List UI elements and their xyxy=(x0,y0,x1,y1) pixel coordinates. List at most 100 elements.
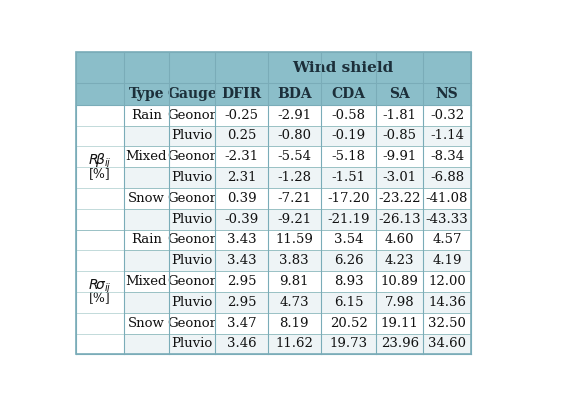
Text: 20.52: 20.52 xyxy=(329,317,367,330)
Bar xyxy=(268,146,321,167)
Text: 3.43: 3.43 xyxy=(227,254,256,267)
Text: Pluvio: Pluvio xyxy=(171,254,213,267)
Text: $R\!\sigma_{ij}$: $R\!\sigma_{ij}$ xyxy=(88,277,112,296)
Bar xyxy=(268,83,321,105)
Bar xyxy=(124,333,168,354)
Bar xyxy=(168,250,215,271)
Text: Snow: Snow xyxy=(128,192,164,205)
Text: Mixed: Mixed xyxy=(125,150,167,163)
Bar xyxy=(215,167,268,188)
Text: -0.85: -0.85 xyxy=(383,130,417,143)
Bar xyxy=(124,313,168,333)
Bar xyxy=(76,188,124,209)
Bar xyxy=(168,83,215,105)
Bar xyxy=(76,333,124,354)
Bar xyxy=(423,105,471,126)
Text: -5.18: -5.18 xyxy=(332,150,366,163)
Text: NS: NS xyxy=(436,87,458,101)
Bar xyxy=(321,188,377,209)
Text: Pluvio: Pluvio xyxy=(171,171,213,184)
Text: CDA: CDA xyxy=(332,87,366,101)
Text: Geonor: Geonor xyxy=(167,233,217,247)
Text: 23.96: 23.96 xyxy=(381,337,419,350)
Bar xyxy=(423,292,471,313)
Bar xyxy=(377,83,423,105)
Bar xyxy=(215,83,268,105)
Bar xyxy=(124,292,168,313)
Text: 0.25: 0.25 xyxy=(227,130,256,143)
Text: -3.01: -3.01 xyxy=(382,171,417,184)
Text: 4.23: 4.23 xyxy=(385,254,415,267)
Bar xyxy=(321,146,377,167)
Bar xyxy=(76,292,124,313)
Text: 3.46: 3.46 xyxy=(227,337,256,350)
Text: Geonor: Geonor xyxy=(167,109,217,122)
Text: -8.34: -8.34 xyxy=(430,150,464,163)
Bar xyxy=(76,271,124,292)
Text: -0.80: -0.80 xyxy=(277,130,311,143)
Text: 7.98: 7.98 xyxy=(385,296,415,309)
Text: $R\!\beta_{ij}$: $R\!\beta_{ij}$ xyxy=(88,152,112,171)
Bar xyxy=(168,209,215,230)
Text: Gauge: Gauge xyxy=(167,87,217,101)
Bar xyxy=(423,146,471,167)
Text: -0.19: -0.19 xyxy=(331,130,366,143)
Bar xyxy=(168,105,215,126)
Bar xyxy=(377,126,423,146)
Bar xyxy=(423,167,471,188)
Text: -0.58: -0.58 xyxy=(332,109,366,122)
Bar xyxy=(377,271,423,292)
Bar xyxy=(76,230,124,354)
Text: -23.22: -23.22 xyxy=(378,192,421,205)
Text: 32.50: 32.50 xyxy=(428,317,466,330)
Text: -1.81: -1.81 xyxy=(383,109,417,122)
Text: Pluvio: Pluvio xyxy=(171,130,213,143)
Text: -0.32: -0.32 xyxy=(430,109,464,122)
Bar xyxy=(124,250,168,271)
Bar xyxy=(321,83,377,105)
Bar xyxy=(76,230,124,250)
Bar xyxy=(124,209,168,230)
Bar xyxy=(377,313,423,333)
Bar xyxy=(321,126,377,146)
Bar xyxy=(215,126,268,146)
Bar xyxy=(423,230,471,250)
Bar xyxy=(215,230,268,250)
Bar xyxy=(321,230,377,250)
Bar xyxy=(168,167,215,188)
Bar xyxy=(76,53,471,354)
Bar xyxy=(215,209,268,230)
Text: 14.36: 14.36 xyxy=(428,296,466,309)
Bar xyxy=(168,126,215,146)
Bar xyxy=(268,313,321,333)
Text: -9.21: -9.21 xyxy=(277,213,312,226)
Text: -1.14: -1.14 xyxy=(430,130,464,143)
Bar xyxy=(377,146,423,167)
Text: 8.19: 8.19 xyxy=(279,317,309,330)
Text: -6.88: -6.88 xyxy=(430,171,464,184)
Bar xyxy=(268,230,321,250)
Bar xyxy=(377,250,423,271)
Text: -1.28: -1.28 xyxy=(277,171,311,184)
Text: 9.81: 9.81 xyxy=(279,275,309,288)
Bar xyxy=(124,271,168,292)
Bar xyxy=(423,126,471,146)
Bar xyxy=(321,292,377,313)
Text: Wind shield: Wind shield xyxy=(293,61,394,75)
Text: 3.47: 3.47 xyxy=(227,317,256,330)
Text: -5.54: -5.54 xyxy=(277,150,311,163)
Bar xyxy=(215,146,268,167)
Bar xyxy=(321,105,377,126)
Bar xyxy=(76,83,124,105)
Text: 11.59: 11.59 xyxy=(275,233,313,247)
Text: 3.54: 3.54 xyxy=(334,233,363,247)
Text: 6.15: 6.15 xyxy=(334,296,363,309)
Bar xyxy=(76,209,124,230)
Text: Pluvio: Pluvio xyxy=(171,296,213,309)
Bar xyxy=(76,167,124,188)
Text: 6.26: 6.26 xyxy=(334,254,363,267)
Bar xyxy=(268,188,321,209)
Bar xyxy=(268,333,321,354)
Text: 4.60: 4.60 xyxy=(385,233,415,247)
Bar xyxy=(377,105,423,126)
